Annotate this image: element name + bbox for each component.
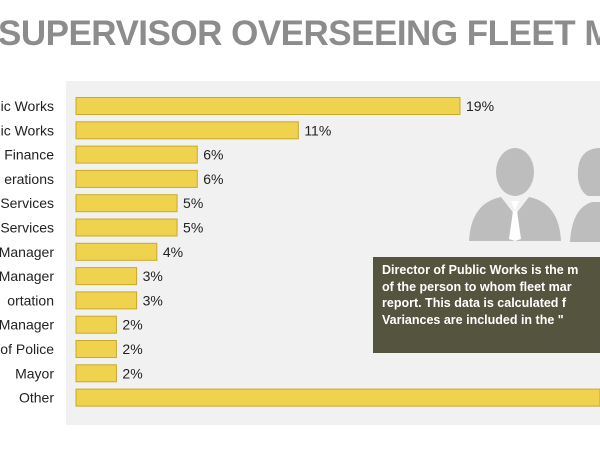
category-label: ortation — [7, 292, 54, 308]
value-label: 3% — [143, 292, 163, 308]
bar — [75, 291, 138, 310]
value-label: 4% — [163, 244, 183, 260]
value-label: 11% — [304, 122, 331, 138]
bar — [75, 121, 299, 140]
bar — [75, 315, 117, 334]
category-label: Manager — [0, 244, 54, 260]
value-label: 6% — [203, 171, 223, 187]
category-label: Services — [0, 195, 54, 211]
category-label: of Police — [0, 341, 54, 357]
category-label: ic Works — [1, 122, 54, 138]
bar — [75, 388, 600, 407]
info-note: Director of Public Works is the m of the… — [373, 257, 600, 353]
bar — [75, 145, 198, 164]
value-label: 19% — [466, 98, 494, 114]
bar — [75, 218, 178, 237]
value-label: 2% — [122, 341, 142, 357]
category-label: Mayor — [15, 365, 54, 381]
bar — [75, 169, 198, 188]
note-line: Variances are included in the " — [382, 312, 564, 327]
note-line: report. This data is calculated f — [382, 296, 567, 310]
category-label: Manager — [0, 317, 54, 333]
bar — [75, 242, 158, 261]
bars-group: ic Works 19% ic Works 11% Finance 6% erations 6… — [0, 97, 600, 407]
category-label: Manager — [0, 268, 54, 284]
chart-title: SUPERVISOR OVERSEEING FLEET MANA — [0, 14, 600, 53]
bar — [75, 194, 178, 213]
category-label: Finance — [4, 147, 54, 163]
value-label: 2% — [122, 365, 142, 381]
note-line: of the person to whom fleet mar — [382, 279, 572, 294]
category-label: Other — [19, 390, 54, 406]
bar — [75, 267, 138, 286]
bar — [75, 364, 117, 383]
person-male-icon — [469, 148, 561, 241]
category-label: ic Works — [1, 98, 54, 114]
value-label: 3% — [143, 268, 163, 284]
bar — [75, 97, 461, 115]
value-label: 6% — [203, 147, 223, 163]
value-label: 5% — [183, 220, 203, 236]
category-label: Services — [0, 220, 54, 236]
note-line: Director of Public Works is the m — [382, 263, 579, 277]
value-label: 5% — [183, 195, 203, 211]
bar — [75, 340, 117, 358]
person-female-icon — [570, 148, 600, 242]
category-label: erations — [4, 171, 54, 187]
value-label: 2% — [122, 317, 142, 333]
